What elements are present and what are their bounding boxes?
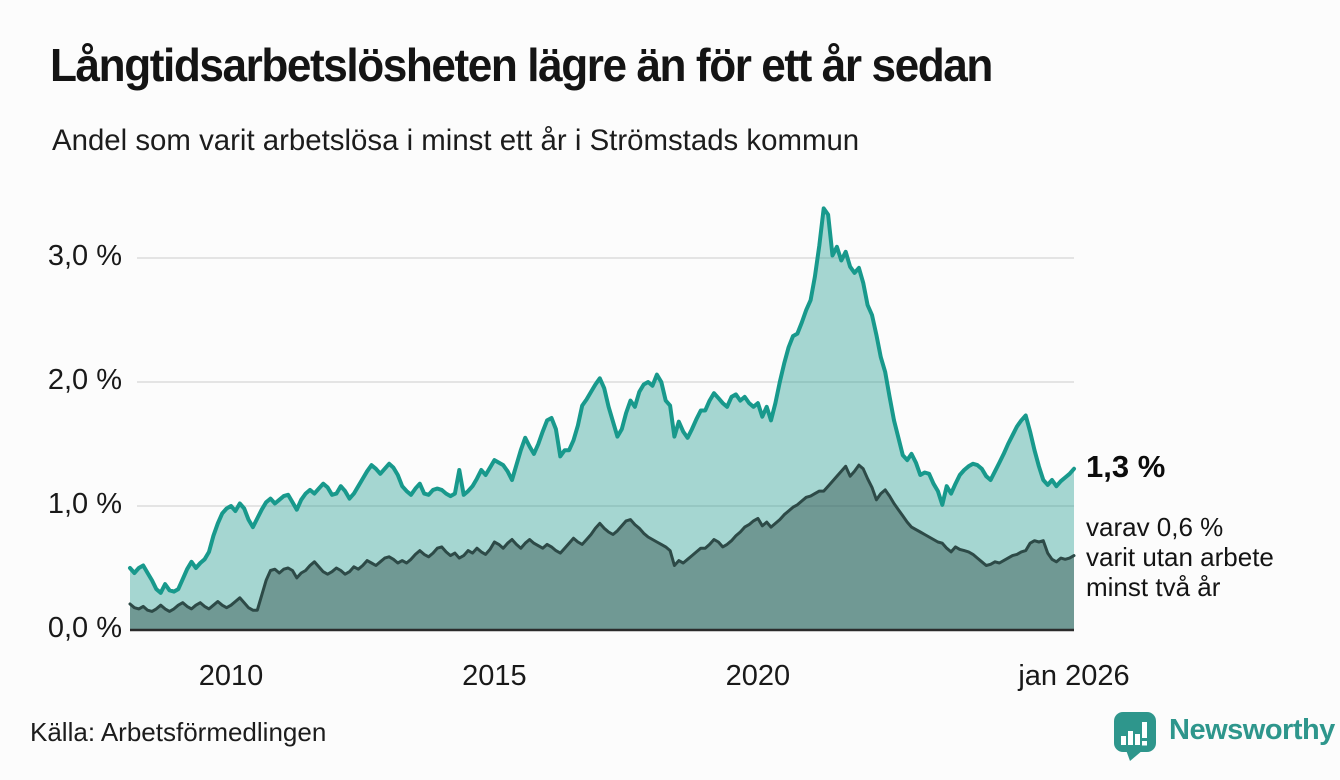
page-subtitle: Andel som varit arbetslösa i minst ett å… (52, 124, 860, 157)
y-tick-label: 2,0 % (47, 364, 122, 396)
latest-value-label: 1,3 % (1086, 449, 1166, 484)
brand-name: Newsworthy (1169, 714, 1335, 746)
note-line-1: varav 0,6 % (1086, 512, 1224, 542)
note-line-3: minst två år (1086, 572, 1221, 602)
page-title: Långtidsarbetslösheten lägre än för ett … (50, 39, 993, 91)
x-tick-label: jan 2026 (1018, 660, 1130, 692)
y-tick-label: 1,0 % (47, 488, 122, 520)
source-note: Källa: Arbetsförmedlingen (30, 717, 327, 747)
newsworthy-bubble-icon (1114, 712, 1156, 761)
y-tick-label: 3,0 % (47, 240, 122, 272)
y-tick-label: 0,0 % (47, 612, 122, 644)
x-tick-label: 2010 (198, 660, 264, 692)
x-tick-label: 2020 (725, 660, 791, 692)
brand-logo: Newsworthy (1113, 710, 1335, 762)
latest-value-note: varav 0,6 % varit utan arbete minst två … (1086, 512, 1274, 602)
note-line-2: varit utan arbete (1086, 542, 1274, 572)
x-tick-label: 2015 (462, 660, 527, 692)
